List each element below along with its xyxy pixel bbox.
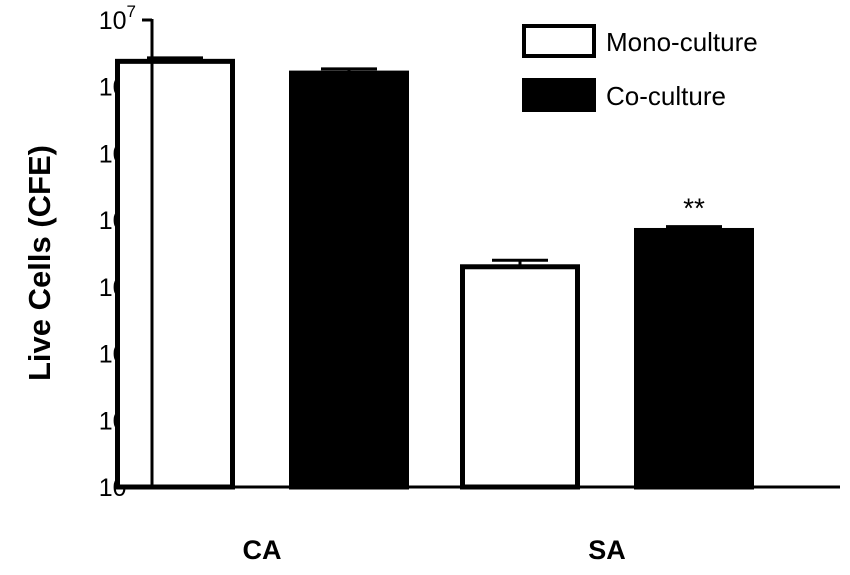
annotations-group: ** bbox=[683, 193, 705, 224]
y-tick-exponent: 7 bbox=[127, 2, 136, 21]
bars-group bbox=[115, 58, 754, 490]
legend-swatch bbox=[522, 24, 596, 58]
legend: Mono-culture Co-culture bbox=[522, 24, 758, 112]
x-category-label: SA bbox=[588, 535, 626, 565]
bar bbox=[460, 264, 580, 490]
legend-label: Mono-culture bbox=[606, 27, 758, 57]
bar bbox=[634, 227, 754, 490]
bar bbox=[115, 58, 235, 490]
legend-swatch bbox=[522, 78, 596, 112]
y-tick-base: 10 bbox=[99, 7, 127, 35]
significance-marker: ** bbox=[683, 193, 705, 224]
x-category-label: CA bbox=[243, 535, 282, 565]
error-bars-group bbox=[147, 56, 722, 267]
y-tick-label: 107 bbox=[99, 2, 136, 35]
y-axis-label: Live Cells (CFE) bbox=[22, 145, 57, 381]
legend-label: Co-culture bbox=[606, 81, 726, 111]
bar bbox=[289, 70, 409, 490]
x-axis-categories: CA SA bbox=[243, 535, 626, 565]
